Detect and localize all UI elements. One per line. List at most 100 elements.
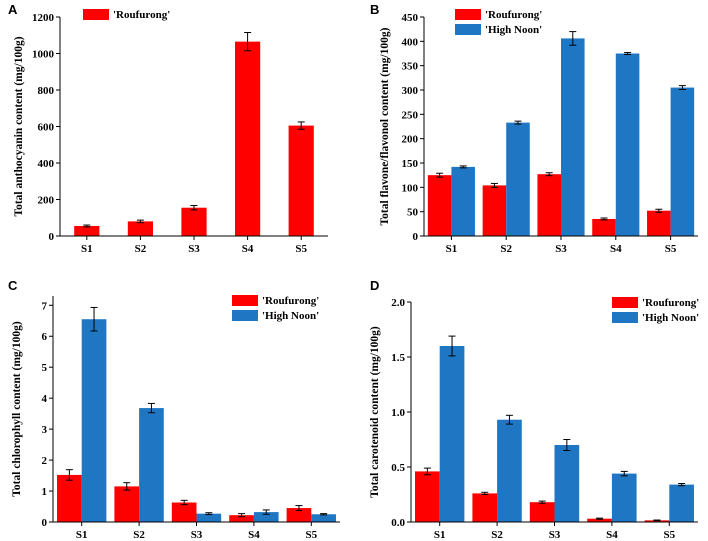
ytick-label-B: 150 xyxy=(402,158,419,170)
bar-A-s1-S2 xyxy=(127,221,153,236)
ytick-label-D: 2.0 xyxy=(391,297,405,309)
legend-swatch-B-s1 xyxy=(455,9,481,20)
ytick-label-B: 450 xyxy=(402,12,419,24)
ytick-label-B: 250 xyxy=(402,109,419,121)
legend-label-B-s1: 'Roufurong' xyxy=(485,9,542,21)
bar-D-s2-S1 xyxy=(439,346,465,522)
errorbar-C-s1-S1 xyxy=(65,469,73,481)
bar-B-s1-S4 xyxy=(592,218,616,236)
legend-label-A-s1: 'Roufurong' xyxy=(113,9,170,21)
errorbar-B-s2-S3 xyxy=(569,31,577,46)
xtick-label-D-S5: S5 xyxy=(663,529,675,541)
errorbar-D-s1-S2 xyxy=(481,491,489,495)
legend-swatch-C-s1 xyxy=(232,295,258,306)
xtick-label-A-S4: S4 xyxy=(242,243,254,255)
ytick-label-B: 50 xyxy=(407,207,419,219)
bar-B-s2-S2 xyxy=(506,122,530,236)
errorbar-C-s1-S3 xyxy=(180,499,188,506)
ytick-label-A: 0 xyxy=(49,231,55,243)
legend-label-D-s2: 'High Noon' xyxy=(642,312,699,324)
errorbar-D-s1-S3 xyxy=(538,500,546,504)
ytick-label-A: 200 xyxy=(38,195,55,207)
errorbar-C-s2-S1 xyxy=(90,306,98,332)
ytick-label-B: 300 xyxy=(402,85,419,97)
xtick-label-C-S2: S2 xyxy=(133,529,145,541)
errorbar-C-s1-S4 xyxy=(238,513,246,518)
ytick-label-C: 3 xyxy=(42,424,48,436)
xtick-label-D-S2: S2 xyxy=(491,529,503,541)
ytick-label-A: 400 xyxy=(38,158,55,170)
errorbar-B-s2-S4 xyxy=(624,52,632,55)
ytick-label-D: 1.5 xyxy=(391,352,405,364)
errorbar-C-s2-S5 xyxy=(320,513,328,516)
legend-label-C-s2: 'High Noon' xyxy=(262,310,319,322)
errorbar-B-s1-S2 xyxy=(490,182,498,188)
errorbar-D-s1-S4 xyxy=(596,517,604,520)
panel-C: C 0 1 2 3 4 5 6 7 S1 S2 S3 S4 S5 Total chlorophyll con… xyxy=(8,278,340,541)
bar-C-s1-S5 xyxy=(286,508,312,522)
bar-B-s2-S4 xyxy=(615,53,640,236)
bar-C-s1-S4 xyxy=(229,515,254,522)
ytick-label-A: 1200 xyxy=(32,12,55,24)
y-axis-label-B: Total flavone/flavonol content (mg/100g) xyxy=(379,27,391,225)
bar-C-s2-S4 xyxy=(253,512,279,522)
xtick-label-B-S4: S4 xyxy=(610,243,622,255)
xtick-label-A-S3: S3 xyxy=(188,243,200,255)
errorbar-B-s2-S2 xyxy=(514,120,522,125)
xtick-label-D-S4: S4 xyxy=(606,529,618,541)
ytick-label-B: 400 xyxy=(402,36,419,48)
y-axis-label-A: Total anthocyanin content (mg/100g) xyxy=(13,36,25,216)
xtick-label-A-S1: S1 xyxy=(81,243,93,255)
errorbar-D-s2-S1 xyxy=(448,335,456,357)
errorbar-C-s1-S5 xyxy=(295,505,303,512)
bar-A-s1-S5 xyxy=(288,125,314,236)
xtick-label-B-S5: S5 xyxy=(665,243,677,255)
errorbar-B-s1-S3 xyxy=(545,172,553,177)
ytick-label-C: 2 xyxy=(42,455,48,467)
errorbar-B-s2-S1 xyxy=(459,165,467,169)
ytick-label-D: 1.0 xyxy=(391,407,405,419)
bar-A-s1-S4 xyxy=(235,41,261,237)
ytick-label-C: 6 xyxy=(42,331,48,343)
ytick-label-C: 0 xyxy=(42,517,48,529)
errorbar-D-s2-S3 xyxy=(563,439,571,451)
panel-letter: D xyxy=(370,278,379,293)
legend-swatch-B-s2 xyxy=(455,24,481,35)
panel-letter: C xyxy=(8,278,18,293)
xtick-label-B-S1: S1 xyxy=(446,243,458,255)
legend-label-B-s2: 'High Noon' xyxy=(485,24,542,36)
errorbar-D-s1-S1 xyxy=(423,467,431,476)
ytick-label-C: 1 xyxy=(42,486,48,498)
panel-letter: A xyxy=(8,2,18,17)
ytick-label-C: 5 xyxy=(42,362,48,374)
errorbar-A-s1-S1 xyxy=(83,224,91,228)
ytick-label-A: 800 xyxy=(38,85,55,97)
bar-D-s1-S3 xyxy=(529,502,555,522)
errorbar-C-s1-S2 xyxy=(123,482,131,491)
errorbar-D-s1-S5 xyxy=(653,519,661,522)
bar-B-s1-S2 xyxy=(482,185,507,236)
errorbar-C-s2-S2 xyxy=(147,402,155,414)
ytick-label-A: 1000 xyxy=(32,49,55,61)
panel-A: A 0 200 400 600 800 1000 1200 S1 S2 S3 S4 S5 Total an… xyxy=(8,2,328,255)
bar-B-s2-S1 xyxy=(451,166,475,236)
errorbar-B-s2-S5 xyxy=(678,85,686,91)
errorbar-B-s1-S1 xyxy=(436,172,444,178)
legend-swatch-C-s2 xyxy=(232,310,258,321)
panel-B: B 0 50 100 150 200 250 300 350 400 450 S1 S2 S3 S4 S5 To… xyxy=(370,2,698,255)
xtick-label-B-S2: S2 xyxy=(500,243,512,255)
xtick-label-D-S1: S1 xyxy=(434,529,446,541)
bar-C-s1-S3 xyxy=(171,502,197,522)
bar-D-s2-S5 xyxy=(669,484,694,522)
ytick-label-B: 100 xyxy=(402,182,419,194)
ytick-label-B: 0 xyxy=(413,231,419,243)
errorbar-B-s1-S5 xyxy=(655,208,663,213)
bar-A-s1-S3 xyxy=(181,207,207,236)
bar-D-s2-S2 xyxy=(497,419,522,522)
errorbar-A-s1-S5 xyxy=(297,121,305,130)
y-axis-label-C: Total chlorophyll content (mg/100g) xyxy=(11,321,23,497)
ytick-label-C: 7 xyxy=(42,300,48,312)
errorbar-A-s1-S2 xyxy=(136,219,144,224)
bar-D-s1-S2 xyxy=(472,493,498,522)
errorbar-C-s2-S4 xyxy=(262,509,270,515)
